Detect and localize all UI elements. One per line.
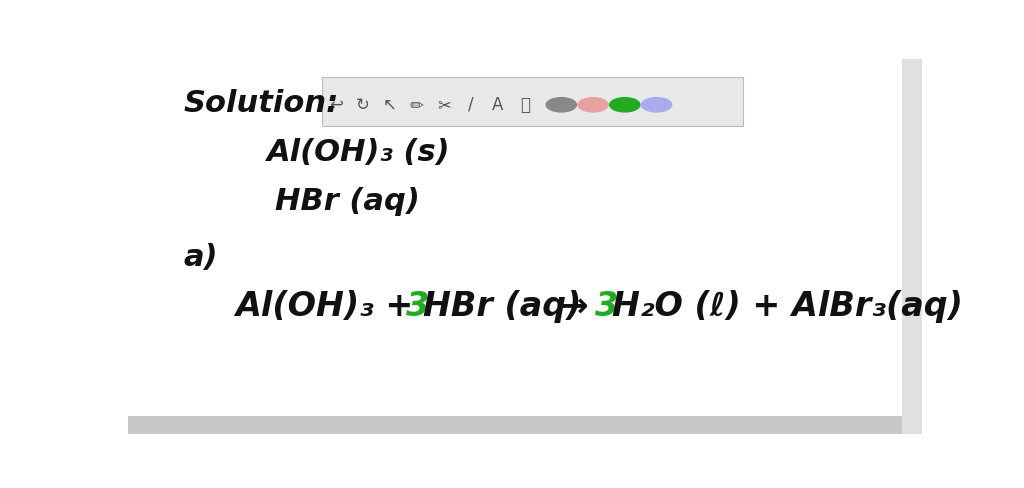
Text: ✏: ✏ bbox=[410, 96, 424, 114]
Text: ✂: ✂ bbox=[437, 96, 451, 114]
Text: ↩: ↩ bbox=[329, 96, 343, 114]
Text: Al(OH)₃ +: Al(OH)₃ + bbox=[236, 290, 425, 323]
Text: a): a) bbox=[183, 243, 218, 272]
Circle shape bbox=[641, 98, 672, 112]
Text: A: A bbox=[493, 96, 504, 114]
Text: 3: 3 bbox=[595, 290, 617, 323]
Text: HBr (aq): HBr (aq) bbox=[423, 290, 582, 323]
Text: H₂O (ℓ) + AlBr₃(aq): H₂O (ℓ) + AlBr₃(aq) bbox=[612, 290, 963, 323]
Text: /: / bbox=[468, 96, 474, 114]
Bar bbox=[128, 416, 922, 442]
Text: →: → bbox=[549, 290, 600, 323]
Text: 3: 3 bbox=[406, 290, 429, 323]
Circle shape bbox=[578, 98, 608, 112]
Circle shape bbox=[609, 98, 640, 112]
Bar bbox=[323, 77, 743, 126]
Text: HBr (aq): HBr (aq) bbox=[274, 187, 420, 216]
Circle shape bbox=[546, 98, 577, 112]
Text: ↻: ↻ bbox=[356, 96, 370, 114]
Text: Solution:: Solution: bbox=[183, 89, 339, 118]
Text: ⬛: ⬛ bbox=[520, 96, 529, 114]
Text: Al(OH)₃ (s): Al(OH)₃ (s) bbox=[267, 138, 451, 167]
Text: ↖: ↖ bbox=[383, 96, 397, 114]
Bar bbox=[902, 59, 922, 434]
